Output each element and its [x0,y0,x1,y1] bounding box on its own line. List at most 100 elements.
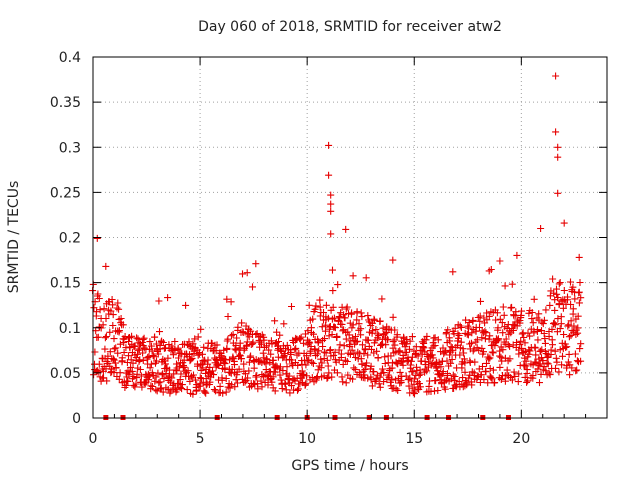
data-point [344,328,352,336]
data-point [492,316,500,324]
data-point [373,347,381,355]
data-point [508,303,516,311]
data-point [250,364,258,372]
data-point [267,337,275,345]
data-point [200,343,208,351]
data-point [112,364,120,371]
data-point [343,358,351,365]
data-point [528,309,536,316]
data-point [550,289,558,297]
data-point [253,373,261,381]
data-point [498,319,506,327]
data-point [110,335,118,343]
y-tick-label: 0.25 [50,185,81,201]
data-point [195,349,203,357]
data-point [106,348,114,356]
data-point [147,360,155,368]
data-point [322,301,330,309]
data-point [416,370,424,378]
y-tick-label: 0.3 [59,140,81,156]
data-point [101,345,109,353]
data-point [336,341,344,349]
data-point [401,343,409,351]
data-point [110,345,118,353]
axis-ticks: 0 0.05 0.1 0.15 0.2 0.25 0.3 0.35 0.4 0 5 10 15 20 [50,50,607,447]
data-point [100,374,107,382]
data-point [131,342,139,350]
data-point [162,344,169,352]
data-point [441,385,449,393]
data-point [117,315,125,322]
data-point [406,374,414,382]
data-point [484,379,492,387]
data-point [469,317,477,325]
data-point [553,358,561,366]
data-point [506,342,514,350]
data-point [539,357,547,365]
data-point [119,321,127,329]
data-point [164,294,172,302]
data-point [100,305,108,313]
data-point [156,378,164,386]
data-point [276,363,284,371]
data-point [299,371,307,379]
data-point [569,305,577,313]
data-point [364,312,372,320]
data-point [539,320,547,328]
data-point [470,345,478,353]
x-tick-label: 5 [196,431,205,447]
data-points [89,72,585,398]
data-point [227,298,235,306]
data-point [537,370,545,378]
data-point [152,386,160,394]
data-point [287,356,295,364]
data-point [546,371,554,379]
data-point [451,373,459,380]
data-point [365,318,373,326]
data-point [232,376,240,384]
data-point [448,356,456,363]
x-tick-label: 15 [405,431,423,447]
data-point [252,260,260,268]
data-point [393,331,401,339]
data-point [361,346,369,354]
data-point [396,347,404,355]
data-point [131,383,139,391]
data-point [560,287,568,294]
data-point [488,348,496,356]
data-point [288,360,296,368]
data-point [523,378,531,386]
data-point [159,388,167,396]
data-point [389,313,397,321]
data-point [134,350,141,358]
data-point [516,341,524,349]
data-point [346,350,354,358]
data-point [231,383,239,391]
data-point [389,256,397,264]
data-point [226,356,233,364]
data-point [478,334,486,342]
data-point [101,334,109,342]
data-point [498,375,505,383]
data-point [190,371,197,379]
data-point [434,387,442,394]
data-point [565,321,573,329]
data-point [428,351,436,359]
data-point [437,363,445,371]
data-point [346,343,354,351]
data-point [479,363,486,370]
data-point [324,314,332,322]
data-point [575,253,583,261]
data-point [375,380,383,388]
data-point [308,358,316,366]
data-point [180,362,187,370]
data-point [515,370,523,378]
data-point [236,351,244,359]
data-point [339,378,347,386]
data-point [292,344,300,352]
data-point [233,334,241,342]
data-point [458,364,466,372]
data-point [406,345,413,353]
data-point [294,361,302,369]
data-point [305,301,313,309]
